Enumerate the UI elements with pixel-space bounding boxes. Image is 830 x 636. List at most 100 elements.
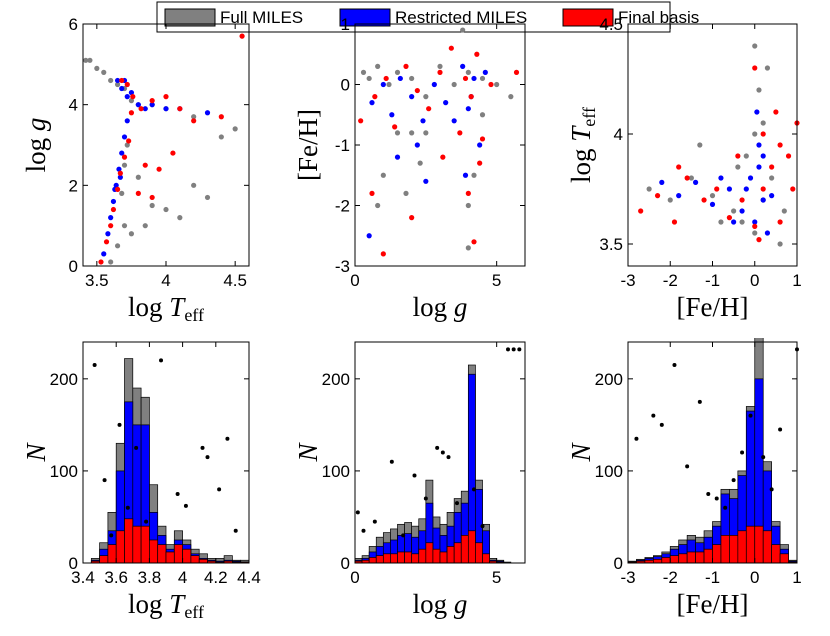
x-tick-label: 0 [350, 271, 359, 290]
dot [225, 436, 230, 441]
point [735, 164, 741, 170]
point [360, 69, 367, 75]
bar [190, 555, 200, 563]
point [417, 160, 423, 166]
x-tick-label: -2 [663, 568, 678, 587]
dot [412, 473, 417, 478]
dot [731, 478, 736, 483]
point [752, 65, 758, 71]
bar [368, 557, 377, 563]
y-tick-label: 2 [69, 176, 78, 195]
point [457, 130, 463, 136]
point [110, 198, 117, 205]
point [764, 230, 771, 236]
point [468, 94, 474, 100]
point [638, 208, 644, 214]
dot [455, 501, 459, 506]
bar [157, 544, 167, 563]
x-tick-label: 3.5 [85, 271, 109, 290]
axis-label: [Fe/H] [677, 292, 749, 322]
axis-label: log g [413, 589, 468, 619]
point [113, 182, 119, 188]
y-tick-label: 0 [69, 554, 78, 573]
label-symbol: T [169, 292, 186, 322]
point [403, 63, 409, 69]
point [117, 170, 123, 176]
axes-frame [82, 341, 250, 564]
bar [397, 551, 405, 563]
point [754, 109, 760, 115]
dot [446, 455, 451, 460]
point [451, 118, 457, 124]
point [101, 251, 107, 257]
point [437, 69, 443, 75]
point [760, 186, 766, 192]
point [747, 175, 754, 181]
point [383, 75, 389, 82]
label-part: [Fe/H] [293, 109, 323, 181]
point [369, 190, 375, 196]
point [769, 175, 775, 181]
point [375, 202, 381, 209]
point [108, 259, 114, 265]
point [128, 98, 135, 104]
point [479, 112, 486, 118]
point [752, 230, 758, 236]
point [709, 193, 716, 199]
point [769, 193, 775, 199]
point [372, 94, 378, 100]
legend-swatch [164, 8, 216, 27]
point [739, 197, 745, 203]
point [756, 164, 762, 170]
point [163, 94, 169, 100]
point [764, 65, 771, 71]
dot [697, 399, 702, 404]
point [752, 43, 758, 49]
point [659, 179, 665, 185]
point [358, 118, 364, 124]
axis-label: N [21, 442, 51, 463]
dot [714, 496, 719, 501]
x-tick-label: 4 [161, 271, 170, 290]
dot [401, 533, 406, 538]
axes-frame [82, 23, 250, 267]
x-tick-label: 4.5 [223, 271, 247, 290]
point [98, 259, 104, 265]
point [124, 118, 130, 124]
point [124, 81, 130, 88]
point [124, 142, 130, 148]
point [714, 186, 720, 192]
y-tick-label: 100 [322, 462, 350, 481]
x-tick-label: 4.4 [237, 568, 261, 587]
bar [425, 542, 434, 563]
x-tick-label: -1 [705, 568, 720, 587]
point [409, 75, 415, 82]
point [191, 118, 197, 124]
dot [389, 459, 394, 464]
bar [432, 548, 441, 563]
point [114, 186, 121, 192]
axis-label: N [566, 442, 596, 463]
bar [678, 553, 688, 563]
point [743, 186, 749, 192]
x-tick-label: 3.4 [71, 568, 95, 587]
label-part: log [413, 589, 454, 619]
bar [729, 535, 739, 563]
point [437, 63, 443, 69]
point [142, 223, 148, 229]
point [128, 110, 135, 116]
point [119, 77, 125, 84]
dot [361, 528, 366, 533]
y-tick-label: 0 [614, 554, 623, 573]
point [204, 194, 211, 201]
point [688, 175, 694, 181]
point [380, 251, 386, 257]
legend-swatch [562, 8, 614, 27]
point [718, 219, 724, 225]
point [369, 100, 375, 106]
bar [720, 535, 730, 563]
bar [382, 553, 391, 563]
point [105, 231, 111, 237]
y-tick-label: 100 [595, 462, 623, 481]
bar [182, 548, 192, 563]
